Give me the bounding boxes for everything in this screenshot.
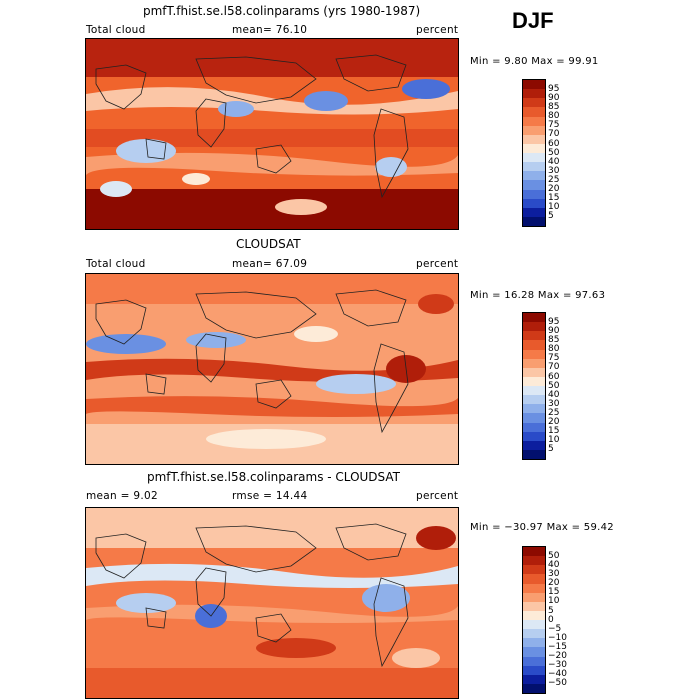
panel2-map	[85, 273, 459, 465]
panel1-map	[85, 38, 459, 230]
cbar2-tick: 50	[548, 381, 560, 391]
panel1-title: pmfT.fhist.se.l58.colinparams (yrs 1980-…	[143, 4, 421, 18]
cbar2-tick: 95	[548, 317, 560, 327]
cbar2-tick: 40	[548, 390, 560, 400]
cbar2-tick: 80	[548, 344, 560, 354]
cbar3-tick: 50	[548, 551, 560, 561]
cbar2-tick: 30	[548, 399, 560, 409]
panel2-variable-label: Total cloud	[86, 258, 146, 270]
panel3-title: pmfT.fhist.se.l58.colinparams - CLOUDSAT	[147, 470, 400, 484]
cbar2-tick: 85	[548, 335, 560, 345]
cbar1-tick: 60	[548, 139, 560, 149]
cbar3-tick: −40	[548, 669, 567, 679]
cbar3-tick: −20	[548, 651, 567, 661]
cbar1-tick: 70	[548, 129, 560, 139]
panel3-map	[85, 507, 459, 699]
cbar1-tick: 10	[548, 202, 560, 212]
cbar1-tick: 5	[548, 211, 554, 221]
panel1-colorbar	[522, 79, 546, 227]
cbar1-tick: 85	[548, 102, 560, 112]
cbar2-tick: 25	[548, 408, 560, 418]
panel3-stats: Min = −30.97 Max = 59.42	[470, 522, 614, 533]
panel3-units-label: percent	[416, 490, 459, 502]
panel1-variable-label: Total cloud	[86, 24, 146, 36]
cbar1-tick: 50	[548, 148, 560, 158]
cbar1-tick: 20	[548, 184, 560, 194]
cbar3-tick: 0	[548, 615, 554, 625]
panel2-colorbar	[522, 312, 546, 460]
panel3-rmse-label: rmse = 14.44	[232, 490, 308, 502]
cbar3-tick: −5	[548, 624, 562, 634]
cbar3-tick: 20	[548, 578, 560, 588]
cbar1-tick: 80	[548, 111, 560, 121]
panel3-colorbar	[522, 546, 546, 694]
cbar2-tick: 10	[548, 435, 560, 445]
panel2-mean-label: mean= 67.09	[232, 258, 308, 270]
panel1-units-label: percent	[416, 24, 459, 36]
panel2-stats: Min = 16.28 Max = 97.63	[470, 290, 606, 301]
season-label: DJF	[512, 8, 554, 33]
cbar3-tick: −10	[548, 633, 567, 643]
cbar3-tick: 40	[548, 560, 560, 570]
cbar3-tick: −50	[548, 678, 567, 688]
cbar1-tick: 40	[548, 157, 560, 167]
cbar1-tick: 95	[548, 84, 560, 94]
cbar1-tick: 15	[548, 193, 560, 203]
cbar3-tick: −15	[548, 642, 567, 652]
cbar3-tick: 10	[548, 596, 560, 606]
cbar2-tick: 20	[548, 417, 560, 427]
cbar3-tick: 5	[548, 606, 554, 616]
panel1-stats: Min = 9.80 Max = 99.91	[470, 56, 599, 67]
panel3-mean-label: mean = 9.02	[86, 490, 158, 502]
cbar1-tick: 75	[548, 120, 560, 130]
cbar2-tick: 5	[548, 444, 554, 454]
cbar2-tick: 60	[548, 372, 560, 382]
cbar2-tick: 15	[548, 426, 560, 436]
panel2-title: CLOUDSAT	[236, 237, 301, 251]
cbar2-tick: 90	[548, 326, 560, 336]
panel2-units-label: percent	[416, 258, 459, 270]
panel1-mean-label: mean= 76.10	[232, 24, 308, 36]
cbar1-tick: 90	[548, 93, 560, 103]
cbar2-tick: 75	[548, 353, 560, 363]
cbar1-tick: 25	[548, 175, 560, 185]
cbar3-tick: −30	[548, 660, 567, 670]
cbar3-tick: 15	[548, 587, 560, 597]
cbar1-tick: 30	[548, 166, 560, 176]
cbar2-tick: 70	[548, 362, 560, 372]
cbar3-tick: 30	[548, 569, 560, 579]
